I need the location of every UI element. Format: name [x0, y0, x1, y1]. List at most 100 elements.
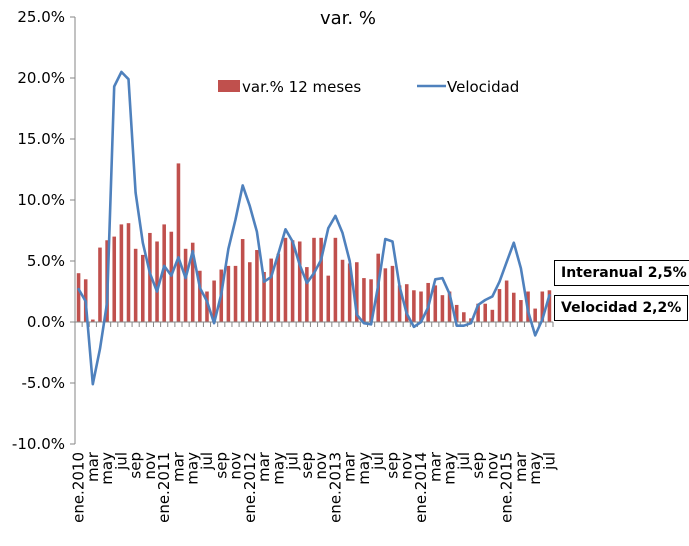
x-tick-label: nov [141, 452, 159, 480]
legend-bar-swatch [218, 80, 240, 92]
bar [454, 304, 459, 322]
y-tick-label: 25.0% [17, 8, 65, 26]
bar [433, 285, 438, 322]
bar [240, 239, 245, 322]
x-tick-label: jul [540, 452, 558, 471]
bar [305, 267, 309, 322]
x-tick-label: may [441, 452, 459, 485]
x-tick-label: jul [369, 452, 387, 471]
bar [283, 237, 288, 322]
x-tick-label: sep [383, 452, 401, 479]
bar [419, 291, 423, 322]
bar [347, 263, 352, 322]
bar [269, 258, 273, 322]
bar [404, 284, 409, 322]
bar [248, 262, 252, 322]
x-tick-label: jul [198, 452, 216, 471]
bar [91, 319, 95, 322]
x-tick-label: mar [84, 451, 102, 482]
bar [76, 273, 81, 322]
bar [540, 291, 545, 322]
y-tick-label: 15.0% [17, 130, 65, 148]
bar [369, 279, 373, 322]
bar [340, 259, 345, 322]
bar [119, 224, 124, 322]
x-tick-label: ene.2015 [498, 452, 516, 523]
callout-velocidad: Velocidad 2,2% [554, 295, 689, 321]
x-tick-label: sep [298, 452, 316, 479]
x-tick-label: mar [512, 451, 530, 482]
x-tick-label: nov [398, 452, 416, 480]
bar [133, 248, 138, 322]
x-tick-label: nov [227, 452, 245, 480]
x-tick-label: ene.2014 [412, 452, 430, 523]
x-tick-label: mar [169, 451, 187, 482]
y-tick-label: 10.0% [17, 191, 65, 209]
x-tick-label: nov [483, 452, 501, 480]
bar [262, 271, 266, 322]
x-tick-label: nov [312, 452, 330, 480]
bar [162, 224, 166, 322]
x-tick-label: mar [341, 451, 359, 482]
x-tick-label: jul [112, 452, 130, 471]
bar [176, 163, 181, 322]
x-tick-label: mar [426, 451, 444, 482]
bar [276, 253, 281, 322]
bar [98, 247, 102, 322]
x-tick-label: ene.2012 [241, 452, 259, 523]
bar [319, 237, 323, 322]
bar [504, 280, 509, 322]
y-tick-label: 20.0% [17, 69, 65, 87]
x-tick-label: mar [255, 451, 273, 482]
bar [497, 289, 502, 322]
x-tick-label: ene.2011 [155, 452, 173, 523]
y-tick-label: -10.0% [12, 435, 65, 453]
y-tick-label: -5.0% [21, 374, 65, 392]
bar [476, 303, 480, 322]
bar [198, 270, 202, 322]
bar [148, 232, 152, 322]
bar [397, 285, 402, 322]
bar [412, 290, 416, 322]
bar [326, 275, 331, 322]
x-tick-label: ene.2013 [326, 452, 344, 523]
bar [290, 240, 295, 322]
bar [355, 262, 359, 322]
bar [126, 223, 131, 322]
bar [440, 295, 445, 322]
chart-title: var. % [320, 8, 376, 29]
bar [212, 280, 216, 322]
bar [255, 250, 259, 322]
velocidad-line [77, 70, 551, 386]
y-tick-label: 5.0% [27, 252, 65, 270]
x-tick-label: may [184, 452, 202, 485]
x-tick-label: ene.2010 [70, 452, 88, 523]
bar [205, 291, 209, 322]
x-tick-label: sep [469, 452, 487, 479]
x-tick-label: may [98, 452, 116, 485]
bar [511, 292, 516, 322]
bar [547, 290, 552, 322]
x-tick-label: sep [127, 452, 145, 479]
bar [483, 303, 488, 322]
bar [519, 300, 523, 322]
bar [155, 241, 159, 322]
x-tick-label: jul [284, 452, 302, 471]
bar [140, 254, 145, 322]
bar [533, 308, 537, 322]
legend-bar-label: var.% 12 meses [242, 78, 361, 96]
bar [226, 265, 231, 322]
bar [490, 309, 495, 322]
bar [462, 312, 466, 322]
bar [390, 265, 395, 322]
bar [112, 236, 117, 322]
legend-line-label: Velocidad [447, 78, 519, 96]
bar [190, 242, 195, 322]
bar [383, 268, 388, 322]
y-tick-label: 0.0% [27, 313, 65, 331]
bar [447, 291, 452, 322]
callout-interanual: Interanual 2,5% [554, 260, 689, 286]
x-tick-label: may [355, 452, 373, 485]
x-tick-label: sep [212, 452, 230, 479]
